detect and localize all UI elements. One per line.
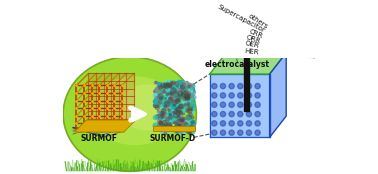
- Circle shape: [229, 93, 234, 98]
- Polygon shape: [270, 53, 286, 137]
- Circle shape: [246, 111, 252, 117]
- Text: CRR: CRR: [248, 29, 263, 40]
- Text: electrocatalyst: electrocatalyst: [205, 60, 270, 69]
- Circle shape: [246, 93, 252, 98]
- Circle shape: [255, 93, 260, 98]
- Text: ORR: ORR: [246, 34, 262, 45]
- Circle shape: [255, 111, 260, 117]
- Text: SURMOF: SURMOF: [81, 134, 118, 143]
- Circle shape: [238, 130, 243, 135]
- Polygon shape: [241, 47, 252, 49]
- Circle shape: [212, 130, 217, 135]
- Circle shape: [255, 121, 260, 126]
- Circle shape: [229, 121, 234, 126]
- Circle shape: [212, 121, 217, 126]
- Circle shape: [220, 111, 226, 117]
- Polygon shape: [210, 74, 270, 137]
- Circle shape: [238, 111, 243, 117]
- Polygon shape: [210, 53, 286, 74]
- FancyArrowPatch shape: [131, 108, 143, 120]
- Polygon shape: [153, 126, 195, 131]
- Circle shape: [212, 102, 217, 107]
- Circle shape: [212, 111, 217, 117]
- Ellipse shape: [88, 76, 182, 145]
- Circle shape: [255, 102, 260, 107]
- Circle shape: [238, 121, 243, 126]
- Circle shape: [246, 121, 252, 126]
- Ellipse shape: [120, 85, 173, 130]
- Circle shape: [212, 93, 217, 98]
- Text: others: others: [247, 13, 269, 30]
- Circle shape: [238, 102, 243, 107]
- Circle shape: [220, 130, 226, 135]
- Text: OER: OER: [245, 40, 260, 49]
- Circle shape: [220, 121, 226, 126]
- Polygon shape: [244, 27, 315, 58]
- Circle shape: [220, 102, 226, 107]
- Polygon shape: [88, 73, 134, 119]
- Polygon shape: [243, 49, 249, 111]
- Circle shape: [255, 130, 260, 135]
- Circle shape: [229, 84, 234, 89]
- Text: HER: HER: [244, 48, 259, 55]
- Circle shape: [229, 130, 234, 135]
- Circle shape: [246, 130, 252, 135]
- Circle shape: [238, 84, 243, 89]
- Circle shape: [212, 84, 217, 89]
- Text: SURMOF-D: SURMOF-D: [150, 134, 196, 143]
- Circle shape: [255, 84, 260, 89]
- Circle shape: [229, 111, 234, 117]
- Circle shape: [246, 102, 252, 107]
- Polygon shape: [74, 120, 136, 132]
- Circle shape: [238, 93, 243, 98]
- Ellipse shape: [63, 57, 196, 171]
- Circle shape: [220, 93, 226, 98]
- Polygon shape: [242, 39, 315, 58]
- Polygon shape: [248, 16, 315, 58]
- Circle shape: [229, 102, 234, 107]
- Text: Supercapacitor: Supercapacitor: [217, 4, 266, 34]
- Circle shape: [220, 84, 226, 89]
- Circle shape: [246, 84, 252, 89]
